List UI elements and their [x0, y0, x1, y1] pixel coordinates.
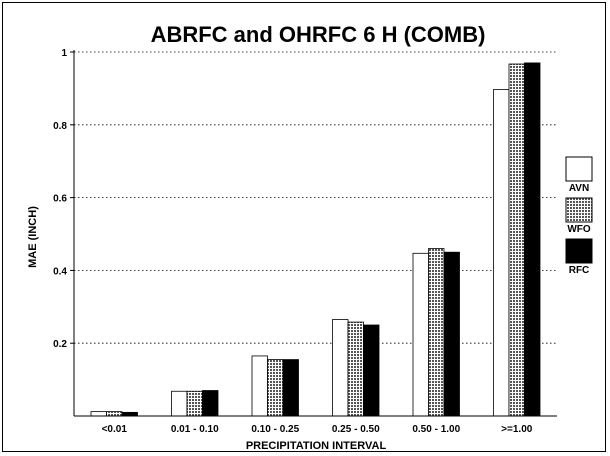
- bar-rfc: [121, 411, 138, 417]
- x-tick-labels: <0.01 0.01 - 0.10 0.10 - 0.25 0.25 - 0.50 0.…: [102, 424, 533, 435]
- bar-avn: [412, 252, 429, 417]
- x-axis-label: PRECIPITATION INTERVAL: [246, 440, 387, 452]
- x-tick-label: 0.10 - 0.25: [251, 424, 299, 435]
- y-axis-label: MAE (INCH): [27, 206, 39, 268]
- legend-label-rfc: RFC: [569, 265, 590, 276]
- y-tick-label: 0.4: [53, 266, 67, 277]
- bar-wfo: [106, 411, 123, 417]
- y-tick-label: 0.8: [53, 121, 67, 132]
- bar-avn: [251, 355, 268, 417]
- x-tick-label: 0.50 - 1.00: [412, 424, 460, 435]
- x-tick-label: 0.25 - 0.50: [332, 424, 380, 435]
- bar-rfc: [202, 390, 219, 417]
- y-tick-label: 1: [61, 48, 67, 59]
- legend-swatch-rfc: [565, 238, 593, 264]
- bar-wfo: [186, 390, 203, 417]
- x-tick-label: 0.01 - 0.10: [171, 424, 219, 435]
- legend-swatch-wfo: [565, 197, 593, 223]
- x-tick-label: >=1.00: [501, 424, 533, 435]
- bar-rfc: [443, 251, 460, 417]
- grid-lines: [74, 51, 557, 344]
- y-tick-labels: 0.2 0.4 0.6 0.8 1: [53, 48, 67, 350]
- bar-wfo: [428, 248, 445, 417]
- legend-label-wfo: WFO: [567, 224, 591, 235]
- bar-rfc: [282, 359, 299, 417]
- legend: AVN WFO RFC: [565, 156, 593, 276]
- bar-avn: [90, 411, 107, 417]
- axes: [70, 50, 557, 417]
- y-tick-label: 0.6: [53, 194, 67, 205]
- chart-title: ABRFC and OHRFC 6 H (COMB): [151, 22, 486, 47]
- legend-swatch-avn: [565, 156, 593, 182]
- bars: [90, 62, 541, 417]
- y-tick-label: 0.2: [53, 339, 67, 350]
- bar-wfo: [508, 63, 525, 417]
- bar-rfc: [524, 62, 541, 417]
- x-tick-label: <0.01: [102, 424, 128, 435]
- bar-avn: [171, 390, 188, 417]
- legend-label-avn: AVN: [569, 183, 589, 194]
- bar-avn: [332, 319, 349, 417]
- bar-avn: [493, 89, 510, 417]
- bar-rfc: [363, 324, 380, 417]
- bar-wfo: [267, 359, 284, 417]
- bar-wfo: [347, 321, 364, 417]
